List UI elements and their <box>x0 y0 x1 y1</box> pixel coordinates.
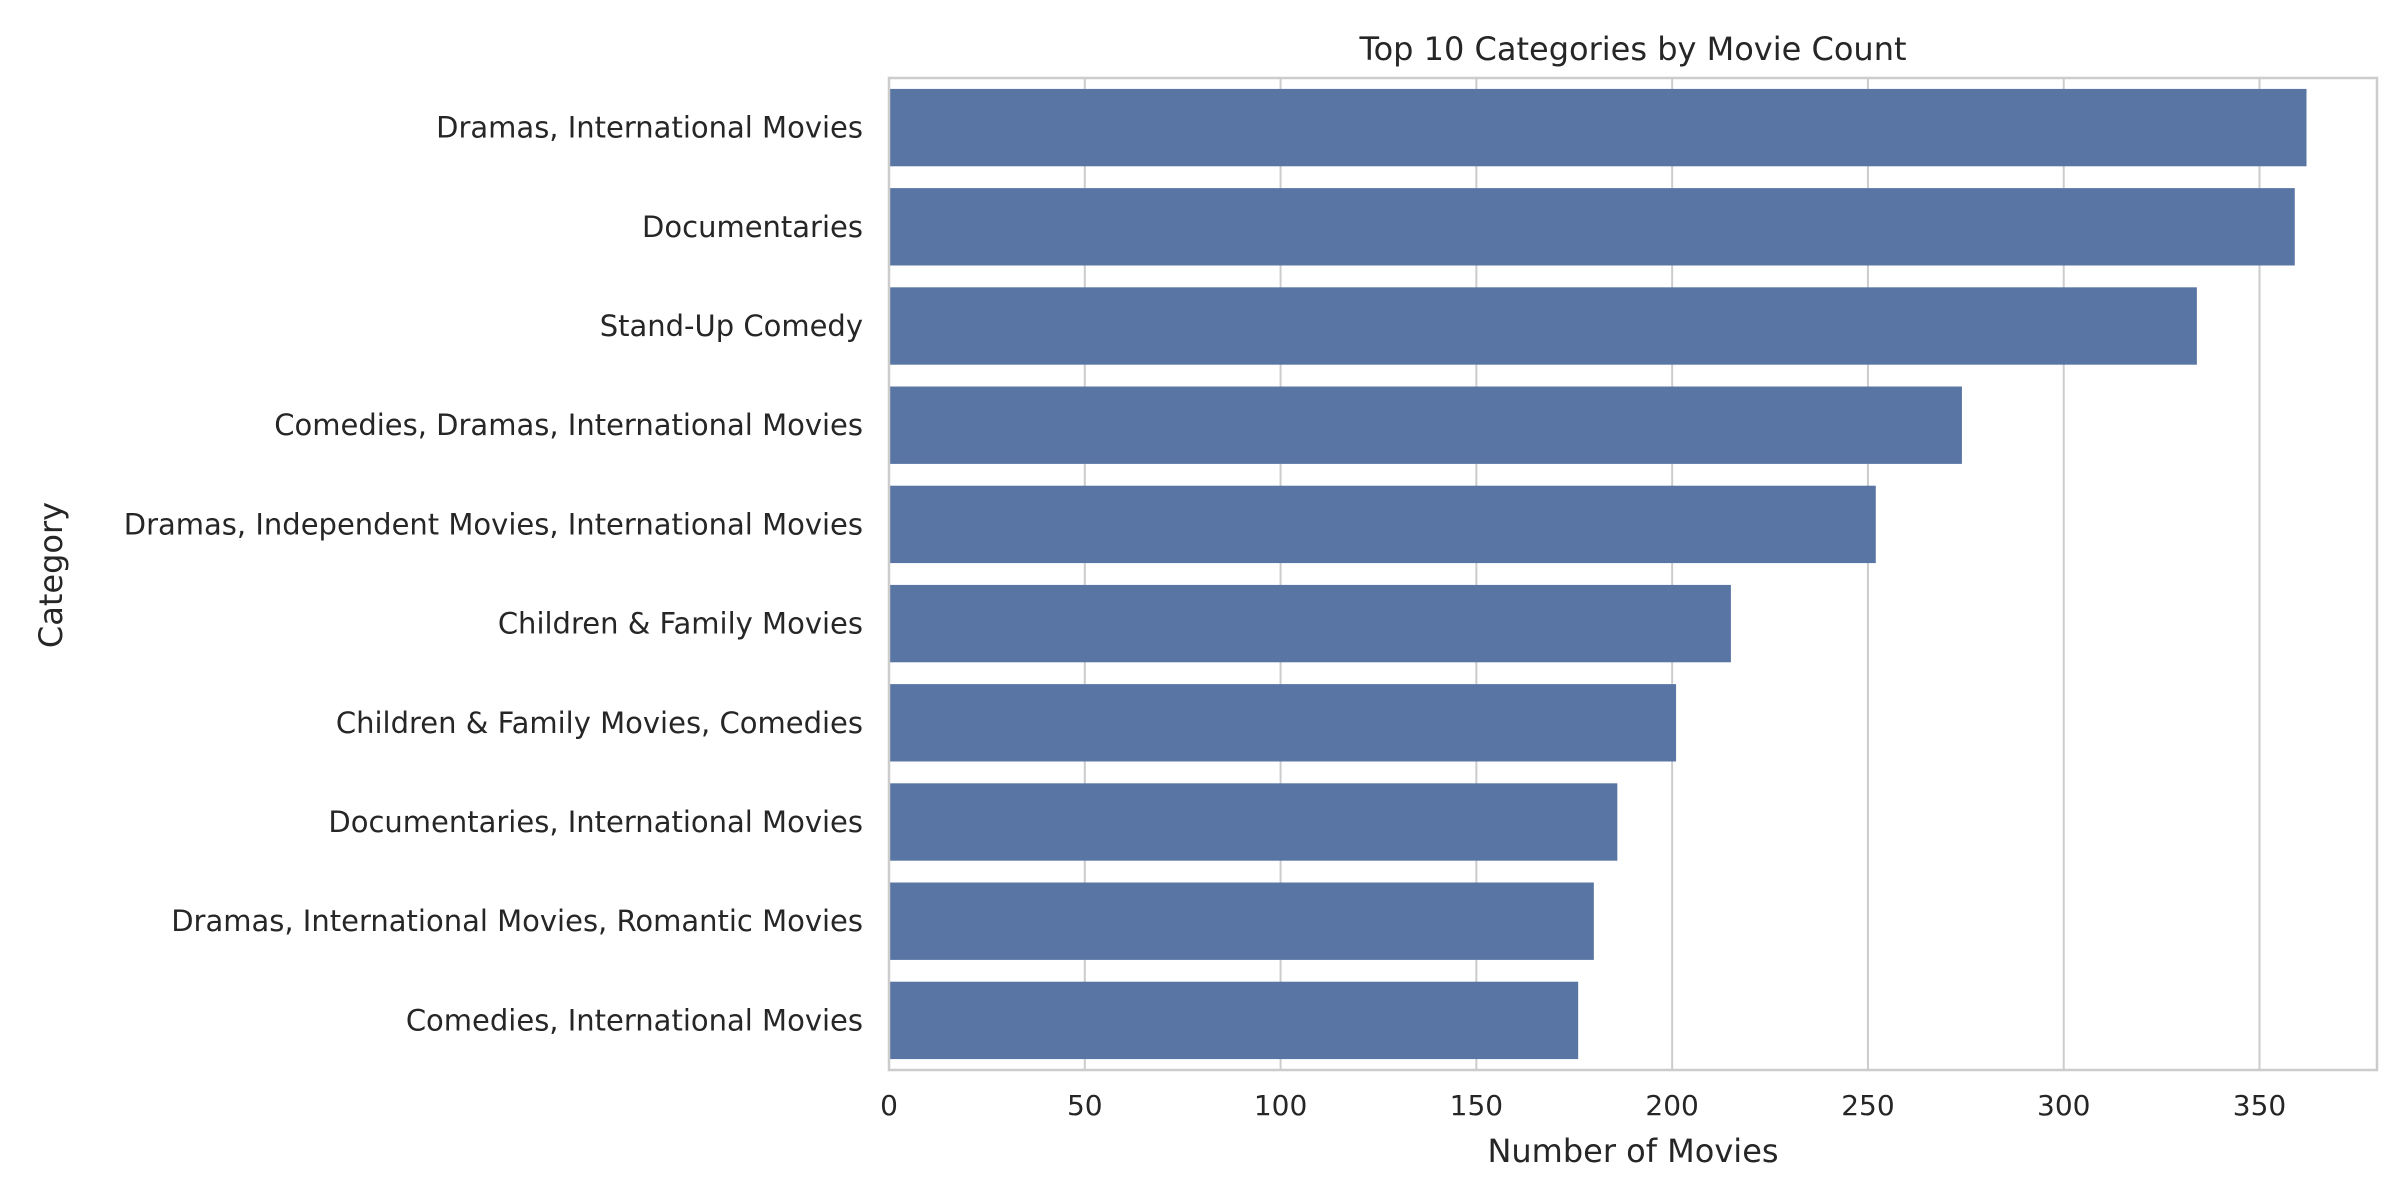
x-tick-label: 350 <box>2233 1089 2286 1122</box>
x-tick-labels: 0 50 100 150 200 250 300 350 <box>880 1089 2286 1122</box>
y-tick-labels: Dramas, International Movies Documentarie… <box>124 111 863 1038</box>
x-tick-label: 250 <box>1841 1089 1894 1122</box>
y-tick-label: Children & Family Movies, Comedies <box>336 706 863 740</box>
bar <box>889 485 1876 564</box>
bar <box>889 783 1618 861</box>
axes-frame <box>887 76 2379 1072</box>
y-tick-label: Stand-Up Comedy <box>600 309 863 343</box>
x-axis-label: Number of Movies <box>1487 1132 1778 1170</box>
bar <box>889 684 1677 762</box>
y-tick-label: Dramas, International Movies <box>436 111 863 145</box>
bars-layer <box>889 88 2307 1060</box>
y-tick-label: Documentaries, International Movies <box>328 805 863 839</box>
bar <box>889 386 1962 464</box>
bar <box>889 88 2307 167</box>
spine-layer <box>887 76 2379 1072</box>
x-tick-label: 300 <box>2037 1089 2090 1122</box>
x-tick-label: 150 <box>1450 1089 1503 1122</box>
bar <box>889 287 2197 365</box>
y-tick-label: Documentaries <box>642 210 863 244</box>
x-tick-label: 50 <box>1067 1089 1103 1122</box>
bar <box>889 981 1579 1060</box>
bar <box>889 188 2295 266</box>
x-tick-label: 200 <box>1645 1089 1698 1122</box>
bar <box>889 882 1594 960</box>
chart-title: Top 10 Categories by Movie Count <box>1358 30 1906 68</box>
y-tick-label: Comedies, Dramas, International Movies <box>274 408 863 442</box>
y-tick-label: Dramas, International Movies, Romantic M… <box>171 904 863 938</box>
y-tick-label: Dramas, Independent Movies, Internationa… <box>124 507 863 541</box>
y-tick-label: Children & Family Movies <box>498 607 863 641</box>
y-tick-label: Comedies, International Movies <box>406 1003 863 1037</box>
x-tick-label: 0 <box>880 1089 898 1122</box>
bar <box>889 584 1731 663</box>
x-tick-label: 100 <box>1254 1089 1307 1122</box>
y-axis-label: Category <box>32 502 70 648</box>
